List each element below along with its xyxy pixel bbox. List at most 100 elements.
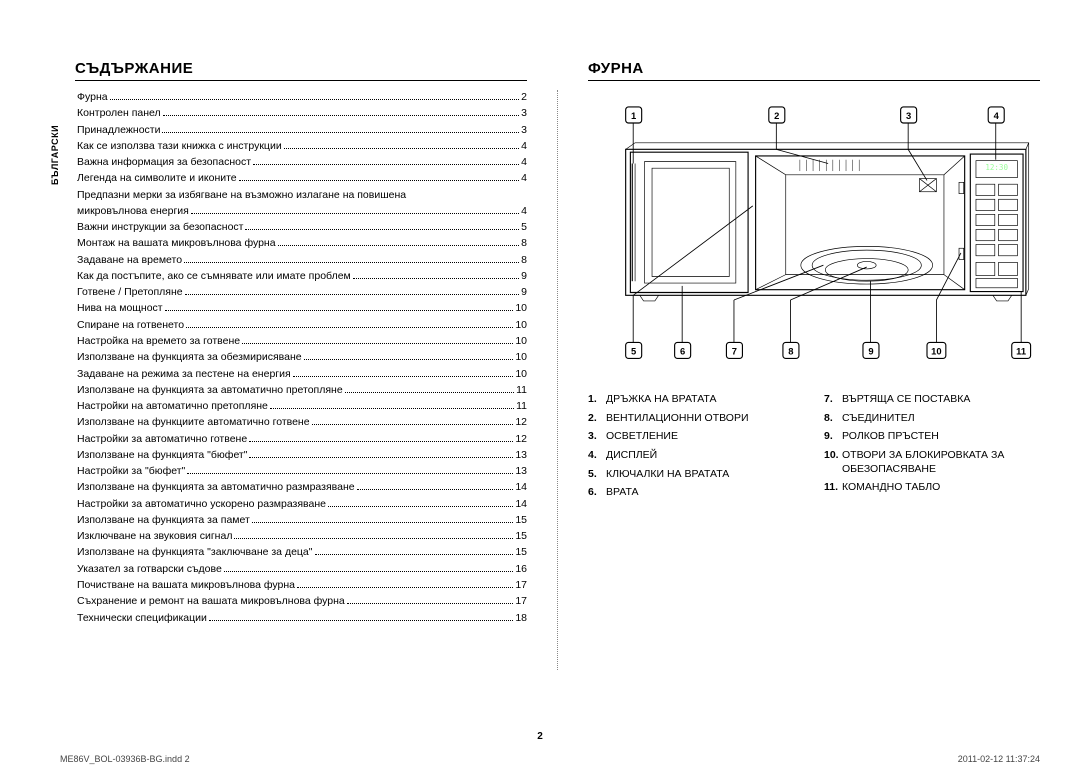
toc-page: 8 bbox=[521, 235, 527, 251]
toc-dots bbox=[187, 473, 513, 474]
toc-row: Настройки за "бюфет" 13 bbox=[77, 463, 527, 479]
toc-page: 17 bbox=[515, 577, 527, 593]
toc-row: Използване на функцията за автоматично п… bbox=[77, 382, 527, 398]
toc-page: 5 bbox=[521, 219, 527, 235]
marker-1: 1 bbox=[631, 110, 636, 121]
toc-row: Съхранение и ремонт на вашата микровълно… bbox=[77, 593, 527, 609]
legend-text: ОТВОРИ ЗА БЛОКИРОВКАТА ЗА ОБЕЗОПАСЯВАНЕ bbox=[842, 449, 1040, 476]
toc-page: 15 bbox=[515, 544, 527, 560]
legend-row: 11.КОМАНДНО ТАБЛО bbox=[824, 481, 1040, 495]
toc-label: Задаване на режима за пестене на енергия bbox=[77, 366, 291, 382]
toc-label: Контролен панел bbox=[77, 105, 161, 121]
toc-row: Готвене / Претопляне9 bbox=[77, 284, 527, 300]
column-divider bbox=[557, 90, 558, 670]
toc-label: Използване на функцията за обезмирисяван… bbox=[77, 349, 302, 365]
legend-text: СЪЕДИНИТЕЛ bbox=[842, 412, 915, 426]
legend-text: ВРАТА bbox=[606, 486, 639, 500]
toc-label: Фурна bbox=[77, 89, 108, 105]
toc-label: Съхранение и ремонт на вашата микровълно… bbox=[77, 593, 345, 609]
legend-row: 5.КЛЮЧАЛКИ НА ВРАТАТА bbox=[588, 468, 804, 482]
toc-page: 12 bbox=[515, 414, 527, 430]
toc-dots bbox=[242, 343, 513, 344]
toc-row: Спиране на готвенето10 bbox=[77, 317, 527, 333]
toc-dots bbox=[110, 99, 520, 100]
toc-label: Технически спецификации bbox=[77, 610, 207, 626]
toc-list: Фурна2Контролен панел3Принадлежности3Как… bbox=[77, 89, 527, 626]
toc-label: Използване на функцията за автоматично п… bbox=[77, 382, 343, 398]
toc-dots bbox=[252, 522, 514, 523]
toc-page: 11 bbox=[516, 382, 527, 398]
toc-page: 2 bbox=[521, 89, 527, 105]
toc-row: Нива на мощност 10 bbox=[77, 300, 527, 316]
toc-page: 10 bbox=[515, 300, 527, 316]
toc-row: Как се използва тази книжка с инструкции… bbox=[77, 138, 527, 154]
marker-10: 10 bbox=[931, 345, 941, 356]
toc-row: Използване на функцията за автоматично р… bbox=[77, 479, 527, 495]
toc-page: 14 bbox=[515, 496, 527, 512]
toc-row: Задаване на времето8 bbox=[77, 252, 527, 268]
toc-page: 13 bbox=[515, 463, 527, 479]
toc-dots bbox=[224, 571, 513, 572]
legend-text: ДИСПЛЕЙ bbox=[606, 449, 657, 463]
toc-row: Използване на функцията за обезмирисяван… bbox=[77, 349, 527, 365]
toc-dots bbox=[162, 132, 519, 133]
toc-page: 3 bbox=[521, 122, 527, 138]
toc-row: Указател за готварски съдове16 bbox=[77, 561, 527, 577]
toc-dots bbox=[186, 327, 513, 328]
oven-column: ФУРНА bbox=[588, 60, 1040, 720]
toc-dots bbox=[312, 424, 514, 425]
toc-label: Спиране на готвенето bbox=[77, 317, 184, 333]
toc-dots bbox=[245, 229, 519, 230]
toc-label: Нива на мощност bbox=[77, 300, 163, 316]
toc-row: Важна информация за безопасност4 bbox=[77, 154, 527, 170]
toc-dots bbox=[209, 620, 513, 621]
toc-page: 3 bbox=[521, 105, 527, 121]
toc-label: Настройки на автоматично претопляне bbox=[77, 398, 268, 414]
toc-page: 10 bbox=[515, 349, 527, 365]
toc-row: Фурна 2 bbox=[77, 89, 527, 105]
legend-row: 3.ОСВЕТЛЕНИЕ bbox=[588, 430, 804, 444]
legend-num: 5. bbox=[588, 468, 606, 482]
toc-dots bbox=[234, 538, 513, 539]
toc-label: Почистване на вашата микровълнова фурна bbox=[77, 577, 295, 593]
toc-dots bbox=[297, 587, 513, 588]
toc-page: 17 bbox=[515, 593, 527, 609]
toc-row: Задаване на режима за пестене на енергия… bbox=[77, 366, 527, 382]
legend-num: 1. bbox=[588, 393, 606, 407]
toc-title: СЪДЪРЖАНИЕ bbox=[75, 60, 527, 81]
legend-num: 2. bbox=[588, 412, 606, 426]
toc-dots bbox=[249, 457, 513, 458]
toc-row: Как да постъпите, ако се съмнявате или и… bbox=[77, 268, 527, 284]
toc-label: Легенда на символите и иконите bbox=[77, 170, 237, 186]
toc-row: Настройка на времето за готвене10 bbox=[77, 333, 527, 349]
toc-dots bbox=[184, 262, 519, 263]
toc-row: Изключване на звуковия сигнал15 bbox=[77, 528, 527, 544]
toc-row: Използване на функцията "бюфет"13 bbox=[77, 447, 527, 463]
toc-dots bbox=[249, 441, 513, 442]
legend-num: 4. bbox=[588, 449, 606, 463]
toc-label: Как се използва тази книжка с инструкции bbox=[77, 138, 282, 154]
legend-row: 6.ВРАТА bbox=[588, 486, 804, 500]
toc-dots bbox=[345, 392, 514, 393]
toc-page: 4 bbox=[521, 154, 527, 170]
toc-label: Настройки за "бюфет" bbox=[77, 463, 185, 479]
marker-2: 2 bbox=[774, 110, 779, 121]
legend-num: 6. bbox=[588, 486, 606, 500]
legend-num: 7. bbox=[824, 393, 842, 407]
toc-label: Настройки за автоматично ускорено размра… bbox=[77, 496, 326, 512]
toc-row: Легенда на символите и иконите4 bbox=[77, 170, 527, 186]
vent-slots bbox=[800, 160, 859, 171]
toc-row: Настройки за автоматично ускорено размра… bbox=[77, 496, 527, 512]
toc-page: 15 bbox=[515, 528, 527, 544]
toc-dots bbox=[357, 489, 514, 490]
legend-num: 10. bbox=[824, 449, 842, 476]
toc-dots bbox=[270, 408, 514, 409]
toc-label: Настройки за автоматично готвене bbox=[77, 431, 247, 447]
toc-dots bbox=[328, 506, 513, 507]
legend-text: ВЪРТЯЩА СЕ ПОСТАВКА bbox=[842, 393, 970, 407]
oven-legend: 1.ДРЪЖКА НА ВРАТАТА2.ВЕНТИЛАЦИОННИ ОТВОР… bbox=[588, 393, 1040, 505]
toc-dots bbox=[165, 310, 514, 311]
toc-row: Настройки за автоматично готвене12 bbox=[77, 431, 527, 447]
toc-page: 14 bbox=[515, 479, 527, 495]
toc-dots bbox=[239, 180, 520, 181]
